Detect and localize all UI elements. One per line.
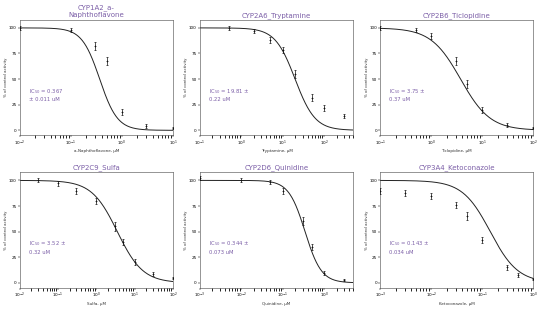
Y-axis label: % of control activity: % of control activity	[365, 58, 369, 97]
Y-axis label: % of control activity: % of control activity	[4, 210, 8, 250]
Text: IC$_{50}$ = 3.52 ±
0.32 uM: IC$_{50}$ = 3.52 ± 0.32 uM	[29, 239, 66, 255]
X-axis label: Ticlopidine, μM: Ticlopidine, μM	[442, 149, 472, 153]
Title: CYP3A4_Ketoconazole: CYP3A4_Ketoconazole	[418, 164, 495, 171]
Y-axis label: % of control activity: % of control activity	[365, 210, 369, 250]
Title: CYP2C9_Sulfa: CYP2C9_Sulfa	[73, 164, 120, 171]
Title: CYP1A2_a-
Naphthoflavone: CYP1A2_a- Naphthoflavone	[68, 4, 124, 18]
Text: IC$_{50}$ = 0.143 ±
0.034 uM: IC$_{50}$ = 0.143 ± 0.034 uM	[389, 239, 430, 255]
X-axis label: Sulfa, μM: Sulfa, μM	[87, 302, 106, 306]
Text: IC$_{50}$ = 19.81 ±
0.22 uM: IC$_{50}$ = 19.81 ± 0.22 uM	[209, 87, 249, 102]
X-axis label: Ketoconazole, μM: Ketoconazole, μM	[439, 302, 475, 306]
Y-axis label: % of control activity: % of control activity	[4, 58, 8, 97]
X-axis label: Tryptamine, μM: Tryptamine, μM	[261, 149, 293, 153]
Y-axis label: % of control activity: % of control activity	[184, 210, 189, 250]
X-axis label: a-Naphthoflavone, μM: a-Naphthoflavone, μM	[74, 149, 119, 153]
Title: CYP2D6_Quinidine: CYP2D6_Quinidine	[244, 164, 308, 171]
Title: CYP2B6_Ticlopidine: CYP2B6_Ticlopidine	[423, 12, 491, 19]
Text: IC$_{50}$ = 3.75 ±
0.37 uM: IC$_{50}$ = 3.75 ± 0.37 uM	[389, 87, 426, 102]
Y-axis label: % of control activity: % of control activity	[184, 58, 189, 97]
X-axis label: Quinidine, μM: Quinidine, μM	[262, 302, 291, 306]
Text: IC$_{50}$ = 0.367
± 0.011 uM: IC$_{50}$ = 0.367 ± 0.011 uM	[29, 87, 63, 102]
Title: CYP2A6_Tryptamine: CYP2A6_Tryptamine	[242, 12, 311, 19]
Text: IC$_{50}$ = 0.344 ±
0.073 uM: IC$_{50}$ = 0.344 ± 0.073 uM	[209, 239, 250, 255]
